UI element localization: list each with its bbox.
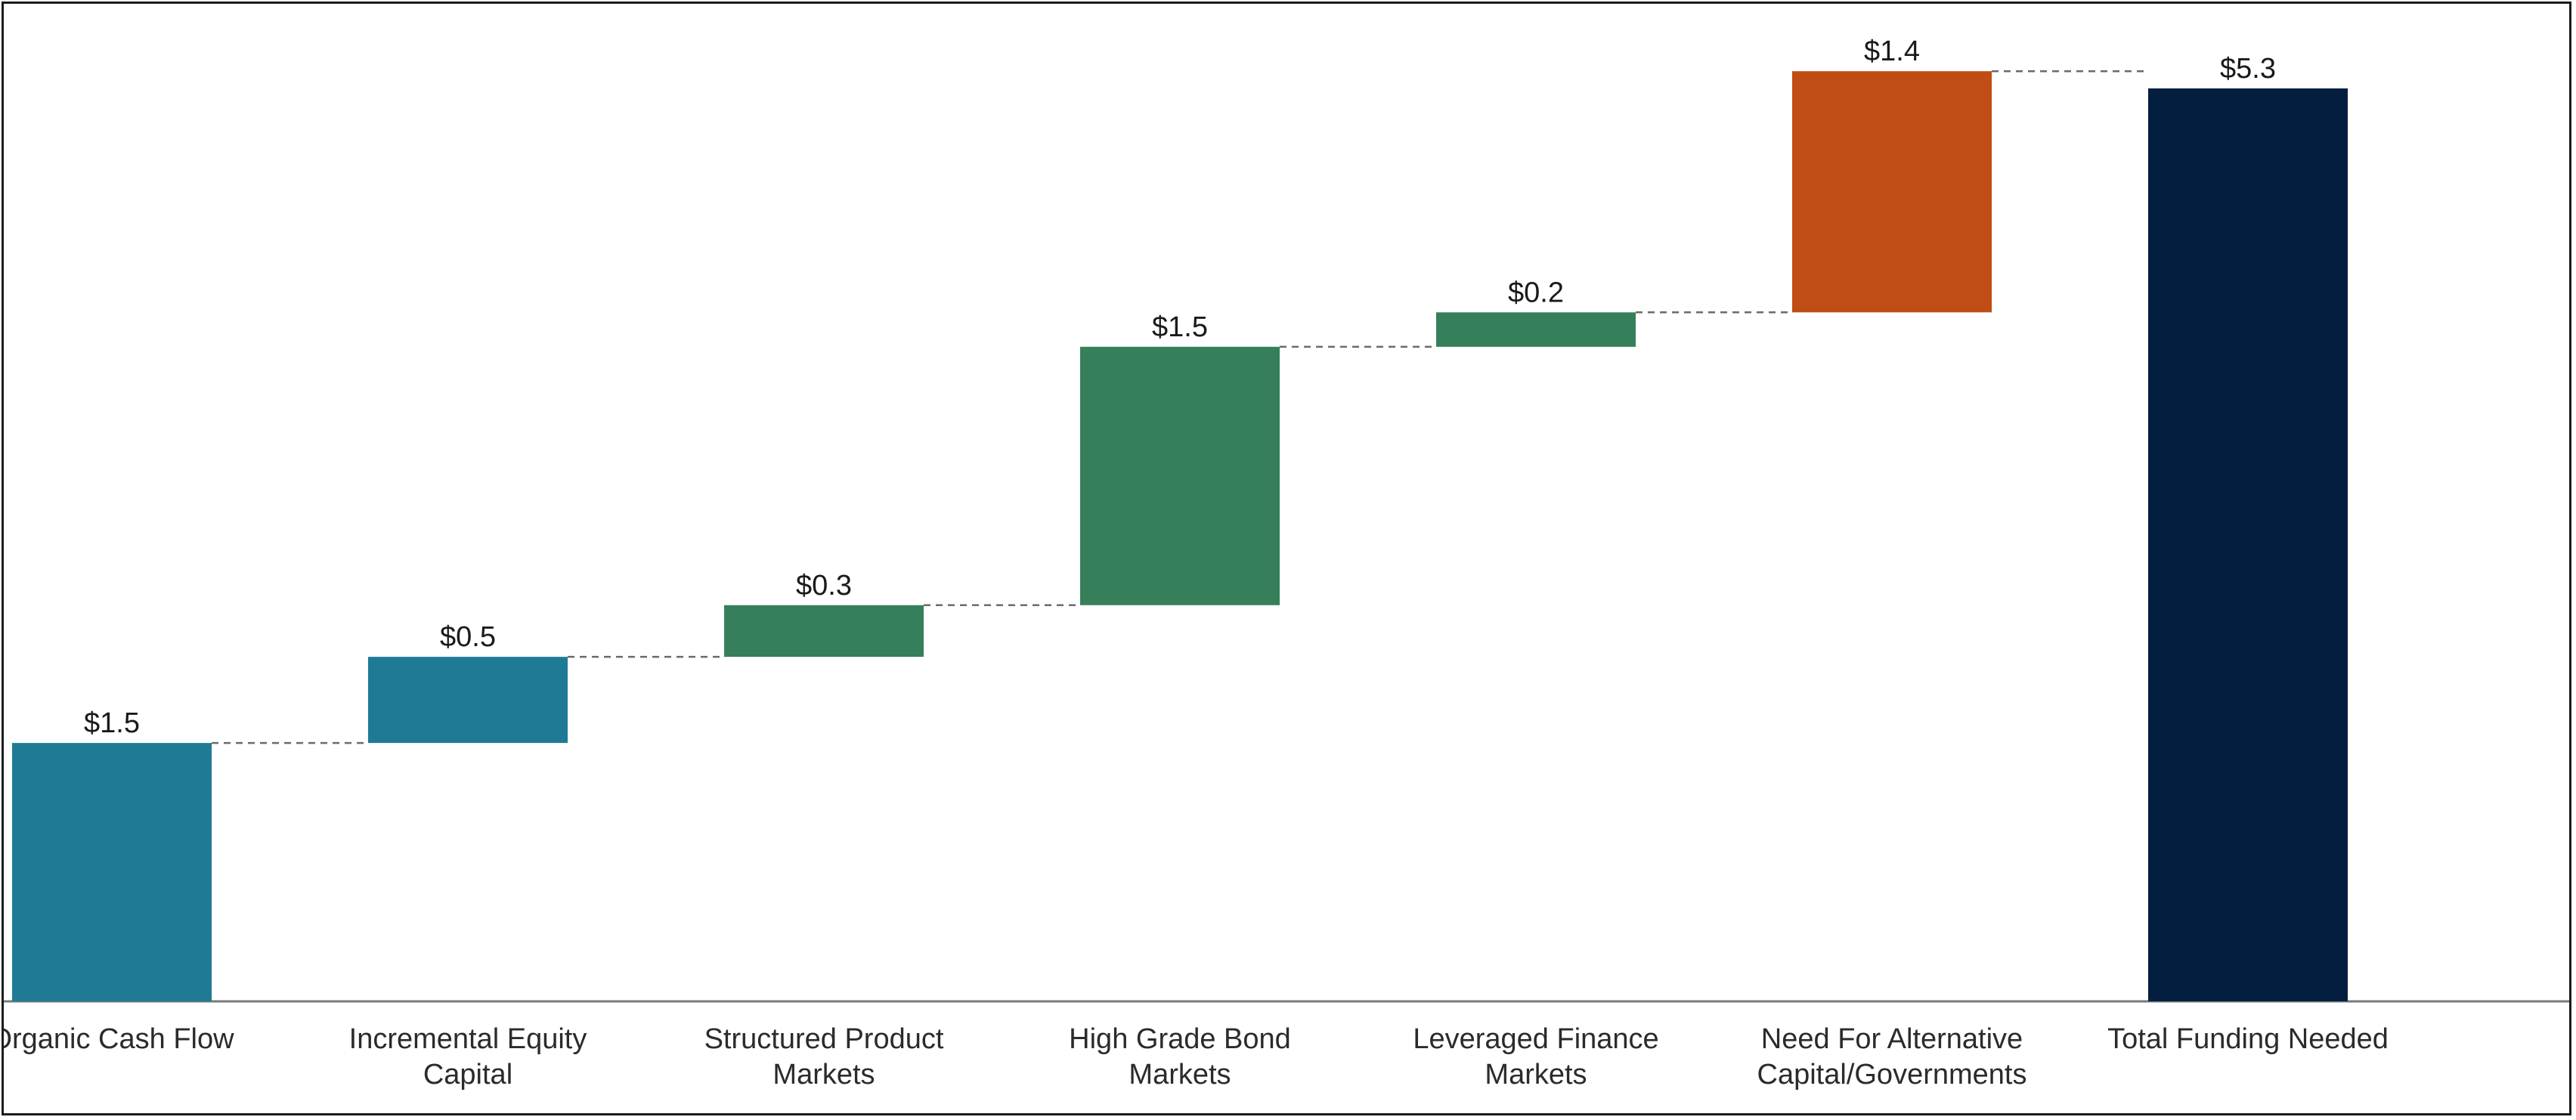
x-tick-label: High Grade Bond bbox=[1069, 1023, 1291, 1055]
bar bbox=[1792, 71, 1992, 313]
waterfall-chart: $1.5 Organic Cash Flow $0.5 Incremental Equ… bbox=[4, 36, 2569, 1091]
x-tick-label: Need For Alternative bbox=[1761, 1023, 2023, 1055]
data-label: $0.2 bbox=[1508, 277, 1564, 308]
x-tick-label: Structured Product bbox=[704, 1023, 944, 1055]
bar bbox=[724, 605, 924, 657]
x-tick-label: Incremental Equity bbox=[349, 1023, 587, 1055]
data-label: $1.4 bbox=[1864, 36, 1920, 67]
data-label: $1.5 bbox=[1152, 311, 1208, 343]
x-tick-label: Capital/Governments bbox=[1757, 1059, 2027, 1091]
x-tick-label: Organic Cash Flow bbox=[4, 1023, 234, 1055]
data-label: $0.5 bbox=[440, 621, 496, 653]
x-tick-label: Markets bbox=[772, 1059, 875, 1091]
x-tick-label: Markets bbox=[1129, 1059, 1231, 1091]
bar bbox=[2148, 88, 2348, 1001]
bar bbox=[1080, 346, 1280, 605]
bar bbox=[368, 657, 568, 744]
x-tick-label: Total Funding Needed bbox=[2107, 1023, 2389, 1055]
data-label: $1.5 bbox=[84, 707, 140, 739]
x-tick-label: Leveraged Finance bbox=[1413, 1023, 1658, 1055]
bar bbox=[12, 743, 212, 1001]
data-label: $5.3 bbox=[2220, 53, 2276, 85]
data-label: $0.3 bbox=[796, 570, 852, 602]
x-tick-label: Markets bbox=[1485, 1059, 1587, 1091]
bar bbox=[1436, 312, 1636, 347]
x-tick-label: Capital bbox=[423, 1059, 512, 1091]
